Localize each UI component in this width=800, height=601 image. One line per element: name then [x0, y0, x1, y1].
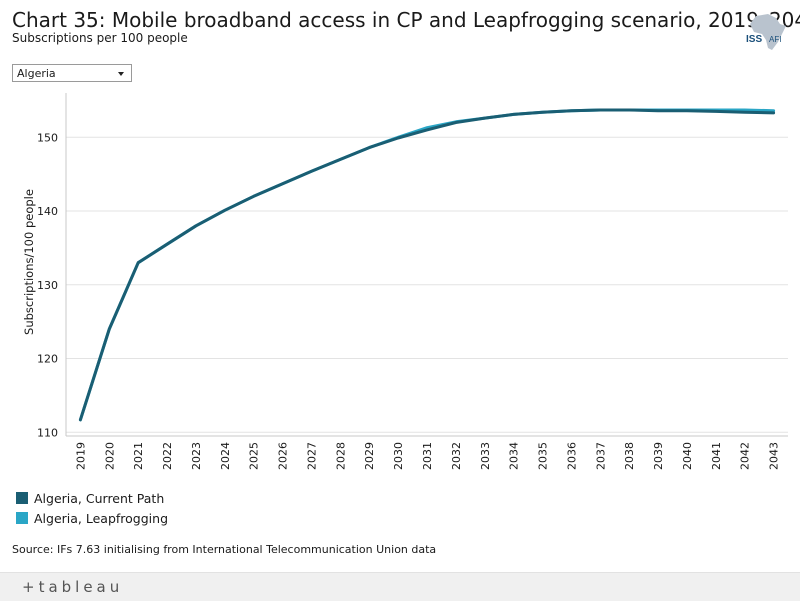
x-tick-label: 2031: [421, 442, 434, 470]
africa-map-icon: [750, 14, 786, 50]
x-tick-label: 2032: [450, 442, 463, 470]
legend-label-leapfrogging: Algeria, Leapfrogging: [34, 510, 169, 526]
country-filter-dropdown[interactable]: Algeria: [12, 64, 132, 82]
chart-gridlines: [66, 136, 788, 433]
x-tick-label: 2022: [161, 442, 174, 470]
tableau-footer: +tableau: [0, 572, 800, 601]
legend-item-leapfrogging[interactable]: Algeria, Leapfrogging: [16, 508, 168, 528]
series-line-algeria-leapfrogging[interactable]: [78, 108, 776, 422]
y-tick-label: 130: [37, 279, 58, 292]
x-tick-label: 2028: [334, 442, 347, 470]
logo-text-sub: AFI: [769, 35, 781, 44]
legend-swatch-leapfrogging: [16, 512, 28, 524]
series-line-algeria-current-path[interactable]: [78, 108, 776, 422]
data-series: [78, 108, 776, 422]
chart-subtitle: Subscriptions per 100 people: [12, 31, 188, 45]
x-tick-label: 2033: [479, 442, 492, 470]
x-tick-label: 2025: [248, 442, 261, 470]
x-tick-label: 2024: [219, 442, 232, 470]
x-tick-label: 2034: [508, 442, 521, 470]
logo-text-main: ISS: [746, 34, 762, 45]
legend-label-current-path: Algeria, Current Path: [34, 490, 165, 506]
y-tick-label: 120: [37, 353, 58, 366]
source-note: Source: IFs 7.63 initialising from Inter…: [12, 543, 437, 556]
country-filter-value: Algeria: [17, 67, 56, 80]
x-tick-label: 2030: [392, 442, 405, 470]
chevron-down-icon[interactable]: [118, 72, 124, 76]
x-tick-label: 2035: [537, 442, 550, 470]
legend-swatch-current-path: [16, 492, 28, 504]
x-tick-label: 2020: [103, 442, 116, 470]
x-tick-labels: 2019 2020 2021 2022 2023 2024 2025 2026 2027 2028…: [74, 442, 780, 470]
iss-africa-logo: ISS AFI: [746, 14, 786, 50]
x-tick-label: 2040: [681, 442, 694, 470]
line-chart: 110 120 130 140 150 2019 2020 2021 2022 2023 2024…: [22, 93, 788, 470]
y-tick-label: 140: [37, 205, 58, 218]
x-tick-label: 2039: [652, 442, 665, 470]
y-axis-label: Subscriptions/100 people: [22, 189, 36, 335]
x-tick-label: 2027: [305, 442, 318, 470]
legend-item-current-path[interactable]: Algeria, Current Path: [16, 488, 168, 508]
x-tick-label: 2029: [363, 442, 376, 470]
tableau-icon[interactable]: +tableau: [22, 578, 124, 596]
x-tick-label: 2041: [710, 442, 723, 470]
x-tick-label: 2043: [768, 442, 781, 470]
x-tick-label: 2019: [74, 442, 87, 470]
x-tick-label: 2038: [623, 442, 636, 470]
x-tick-label: 2021: [132, 442, 145, 470]
x-tick-label: 2026: [277, 442, 290, 470]
y-tick-labels: 110 120 130 140 150: [37, 131, 58, 439]
x-tick-label: 2037: [594, 442, 607, 470]
y-tick-label: 150: [37, 131, 58, 144]
x-tick-label: 2042: [739, 442, 752, 470]
x-tick-label: 2036: [565, 442, 578, 470]
x-tick-label: 2023: [190, 442, 203, 470]
chart-title: Chart 35: Mobile broadband access in CP …: [12, 8, 800, 32]
chart-legend: Algeria, Current Path Algeria, Leapfrogg…: [16, 488, 168, 528]
y-tick-label: 110: [37, 426, 58, 439]
